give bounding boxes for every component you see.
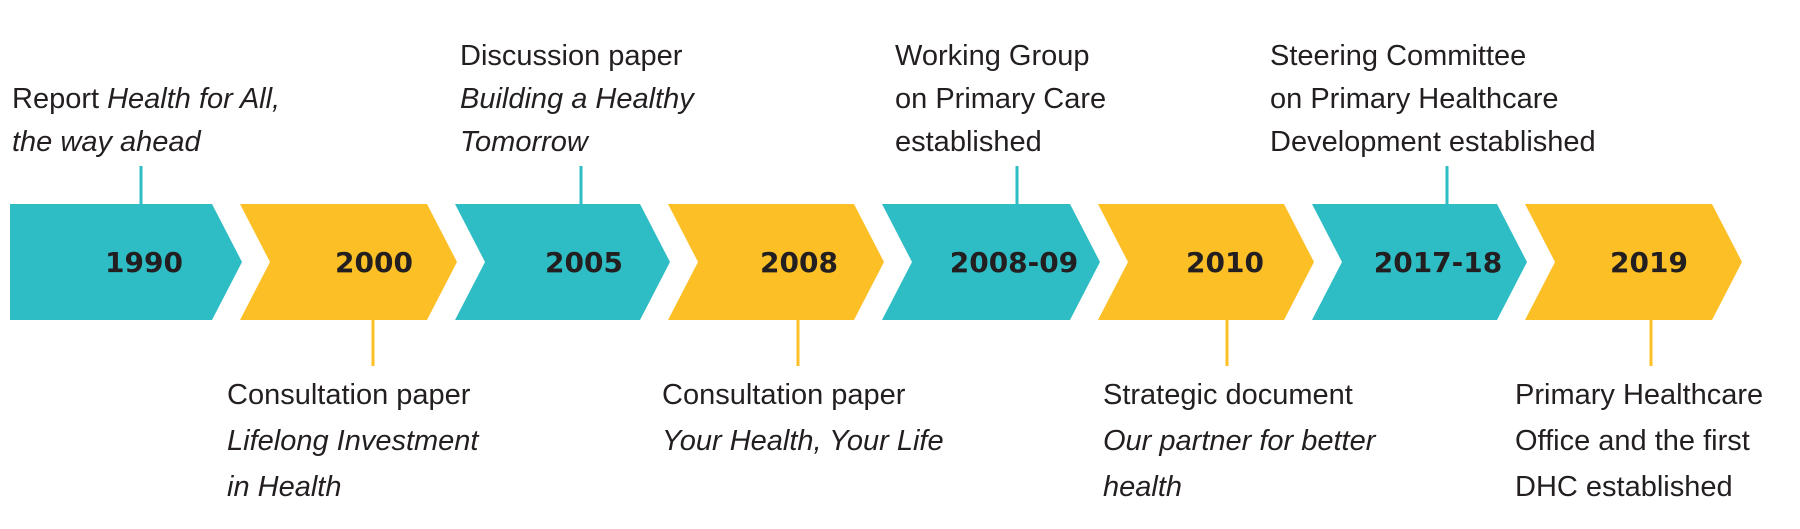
year-label-2005: 2005 (545, 246, 623, 279)
event-2010-label: Strategic document Our partner for bette… (1103, 379, 1376, 503)
timeline-segment-2000 (240, 204, 457, 320)
event-2005-label: Discussion paper Building a Healthy Tomo… (460, 40, 694, 158)
timeline-segment-2010 (1098, 204, 1314, 320)
timeline-connectors (139, 166, 1653, 366)
year-label-2000: 2000 (335, 246, 413, 279)
timeline-segment-2008 (668, 204, 884, 320)
event-2008-09-label: Working Group on Primary Care establishe… (895, 40, 1107, 158)
year-label-2008: 2008 (760, 246, 838, 279)
timeline-segment-2008-09 (882, 204, 1100, 320)
timeline-segment-2017-18 (1312, 204, 1527, 320)
event-2000-label: Consultation paper Lifelong Investment i… (227, 379, 479, 503)
event-2019-label: Primary Healthcare Office and the first … (1515, 379, 1764, 503)
timeline-segment-2019 (1525, 204, 1742, 320)
year-label-2010: 2010 (1186, 246, 1264, 279)
year-label-2008-09: 2008-09 (950, 246, 1079, 279)
timeline-segment-2005 (455, 204, 670, 320)
timeline-arrows: 1990 2000 2005 2008 2008-09 2010 2017-18 2019 (10, 204, 1742, 320)
event-2017-18-label: Steering Committee on Primary Healthcare… (1270, 40, 1596, 158)
year-label-2019: 2019 (1610, 246, 1688, 279)
year-label-2017-18: 2017-18 (1374, 246, 1503, 279)
event-1990-label: Report Health for All, the way ahead (12, 83, 281, 158)
year-label-1990: 1990 (105, 246, 183, 279)
event-2008-label: Consultation paper Your Health, Your Lif… (662, 379, 944, 457)
timeline-segment-1990 (10, 204, 242, 320)
